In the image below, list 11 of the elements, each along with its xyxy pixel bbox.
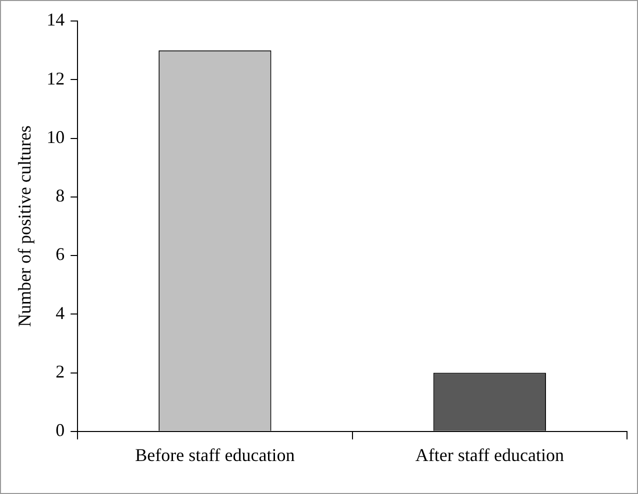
y-tick-label: 12 (46, 68, 65, 88)
y-tick-label: 10 (46, 126, 65, 147)
y-tick-label: 6 (56, 244, 65, 264)
y-tick-label: 2 (56, 362, 65, 382)
x-tick-label: Before staff education (135, 444, 295, 465)
y-axis-title: Number of positive cultures (14, 125, 35, 327)
y-tick-label: 0 (56, 420, 65, 440)
y-tick-label: 4 (56, 302, 65, 323)
x-tick-label: After staff education (415, 444, 564, 465)
y-tick-label: 14 (46, 10, 65, 30)
y-tick-label: 8 (56, 186, 65, 206)
